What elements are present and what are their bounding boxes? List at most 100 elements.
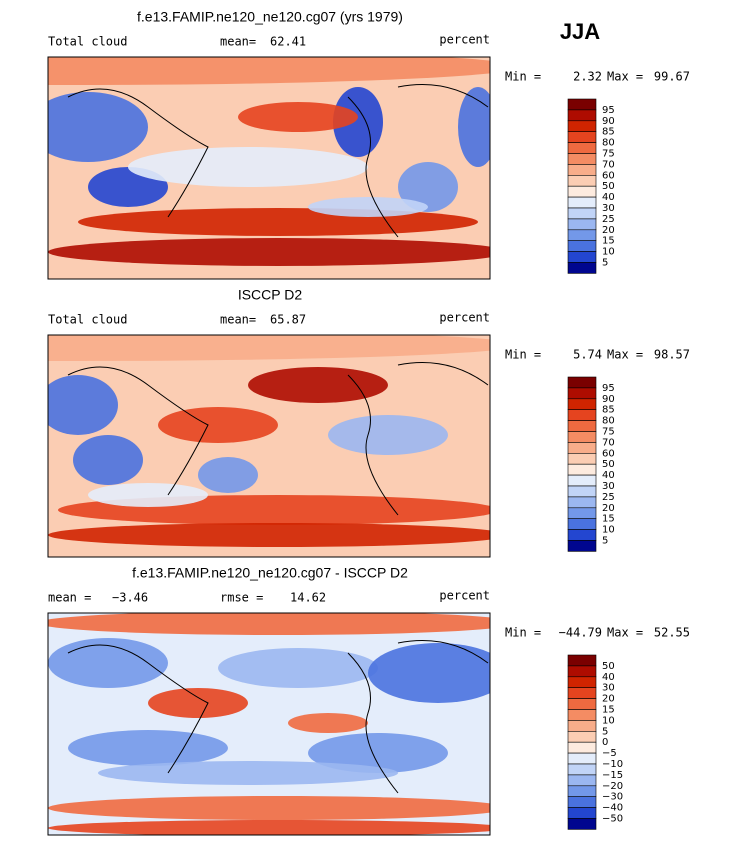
colorbar-box (567, 376, 597, 389)
map-region (308, 733, 448, 773)
colorbar-label: −50 (602, 814, 623, 825)
colorbar-label: 10 (602, 525, 615, 536)
colorbar-box (567, 496, 597, 509)
left-label: Total cloud (48, 35, 127, 49)
map-region (48, 638, 168, 688)
colorbar-label: 95 (602, 383, 615, 394)
colorbar-label: 60 (602, 170, 615, 181)
colorbar-label: 90 (602, 116, 615, 127)
map-region (48, 238, 490, 266)
colorbar-box (567, 262, 597, 274)
colorbar-box (567, 463, 597, 476)
colorbar-box (567, 485, 597, 498)
map-region (288, 713, 368, 733)
colorbar-label: 90 (602, 394, 615, 405)
colorbar-label: 75 (602, 149, 615, 160)
map-region (48, 613, 490, 635)
colorbar-label: −20 (602, 781, 623, 792)
colorbar-box (567, 507, 597, 519)
map-region (368, 643, 490, 703)
max-label: Max = (607, 70, 643, 84)
colorbar-box (567, 763, 597, 776)
map-region (98, 761, 398, 785)
colorbar-label: −5 (602, 748, 617, 759)
stat-label: mean= (220, 313, 256, 327)
map-blobs (48, 335, 490, 547)
colorbar-box (567, 730, 597, 743)
colorbar-label: 50 (602, 661, 615, 672)
colorbar-box (567, 687, 597, 699)
map-region (148, 688, 248, 718)
colorbar-label: 0 (602, 737, 608, 748)
colorbar-box (567, 709, 597, 721)
min-label: Min = (505, 348, 541, 362)
colorbar-label: 80 (602, 138, 615, 149)
colorbar-box (567, 251, 597, 263)
colorbar-label: −10 (602, 759, 623, 770)
map-region (48, 523, 490, 547)
colorbar-box (567, 529, 597, 541)
colorbar-box (567, 164, 597, 176)
colorbar-label: 30 (602, 683, 615, 694)
map-region (48, 820, 490, 835)
colorbar-box (567, 796, 597, 808)
colorbar-label: −40 (602, 803, 623, 814)
colorbar-box (567, 676, 597, 688)
colorbar-label: 95 (602, 105, 615, 116)
colorbar-label: 30 (602, 481, 615, 492)
colorbar-box (567, 120, 597, 133)
colorbar-label: 40 (602, 470, 615, 481)
colorbar-box (567, 109, 597, 122)
colorbar-label: 85 (602, 127, 615, 138)
map-field (47, 612, 491, 836)
colorbar-label: 25 (602, 492, 615, 503)
stat-label: mean= (220, 35, 256, 49)
colorbar-label: 15 (602, 705, 615, 716)
colorbar-box (567, 131, 597, 143)
max-value: 52.55 (654, 626, 690, 640)
colorbar-box (567, 752, 597, 765)
colorbar-box (567, 807, 597, 819)
map-region (248, 367, 388, 403)
colorbar-label: 5 (602, 258, 608, 269)
colorbar-label: 5 (602, 536, 608, 547)
min-label: Min = (505, 70, 541, 84)
coastline (67, 362, 489, 516)
map-region (48, 92, 148, 162)
colorbar-box (567, 218, 597, 231)
map-frame (47, 334, 491, 558)
colorbar-label: −30 (602, 792, 623, 803)
colorbar-label: 15 (602, 514, 615, 525)
map-region (73, 435, 143, 485)
colorbar-label: 25 (602, 214, 615, 225)
colorbar-label: 5 (602, 726, 608, 737)
colorbar-box (567, 474, 597, 487)
map-region (48, 57, 490, 85)
colorbar-box (567, 654, 597, 667)
colorbar-box (567, 698, 597, 710)
map-region (218, 648, 378, 688)
colorbar-label: 60 (602, 448, 615, 459)
colorbar-box (567, 142, 597, 154)
stat-value: −3.46 (112, 591, 148, 605)
map-field (47, 56, 491, 280)
colorbar-label: 10 (602, 247, 615, 258)
colorbar-box (567, 98, 597, 111)
colorbar-label: 80 (602, 416, 615, 427)
min-value: −44.79 (559, 626, 602, 640)
colorbar-box (567, 420, 597, 432)
max-label: Max = (607, 626, 643, 640)
units-label: percent (439, 311, 490, 325)
season-label: JJA (560, 19, 600, 44)
colorbar-box (567, 387, 597, 400)
colorbar-label: −15 (602, 770, 623, 781)
colorbar-box (567, 720, 597, 732)
left-label: Total cloud (48, 313, 127, 327)
map-region (198, 457, 258, 493)
map-region (328, 415, 448, 455)
colorbar-label: 10 (602, 715, 615, 726)
map-blobs (48, 57, 490, 266)
map-frame (47, 56, 491, 280)
coastline (67, 84, 489, 238)
stat-label: rmse = (220, 591, 263, 605)
